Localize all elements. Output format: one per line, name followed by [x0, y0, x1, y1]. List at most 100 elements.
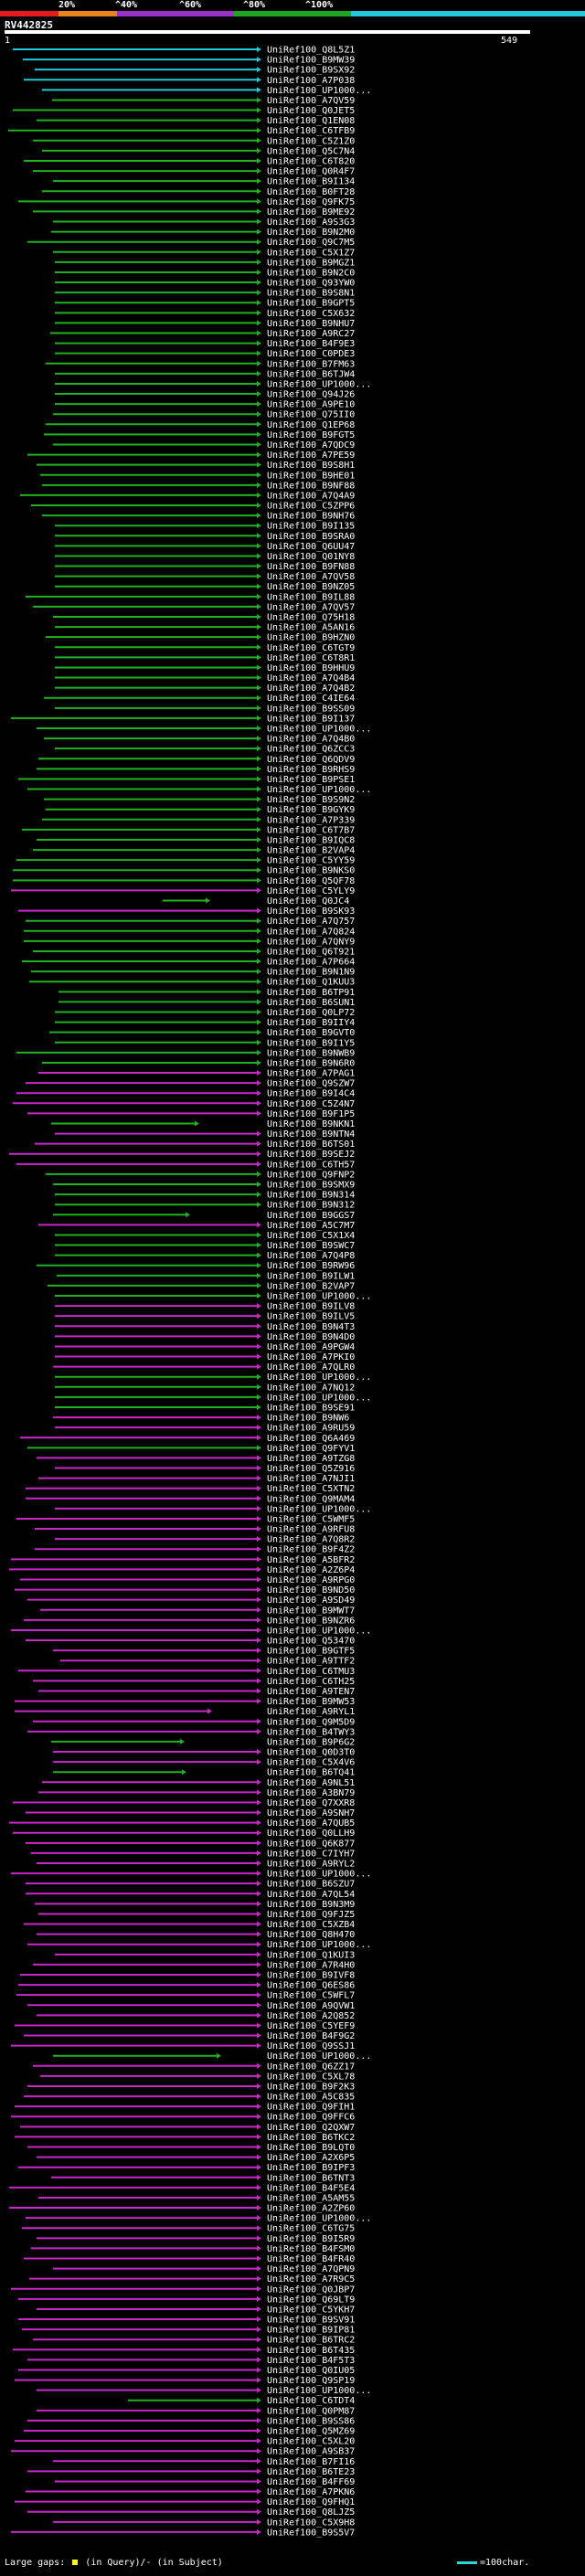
hit-row[interactable]: UniRef100_UP1000...	[11, 1870, 371, 1880]
hit-row[interactable]: UniRef100_B9S8N1	[55, 289, 355, 299]
hit-row[interactable]: UniRef100_B9HHU9	[55, 663, 355, 673]
hit-row[interactable]: UniRef100_B9N1N9	[31, 968, 355, 978]
hit-row[interactable]: UniRef100_B9N6R0	[42, 1058, 355, 1068]
hit-row[interactable]: UniRef100_Q0IU05	[18, 2366, 355, 2376]
hit-row[interactable]: UniRef100_Q9FFC6	[11, 2113, 355, 2123]
hit-row[interactable]: UniRef100_Q0JET5	[13, 106, 355, 116]
hit-row[interactable]: UniRef100_A7PAG1	[38, 1069, 355, 1079]
hit-row[interactable]: UniRef100_B9I1Y5	[55, 1038, 355, 1048]
hit-row[interactable]: UniRef100_B9NHU7	[55, 319, 355, 329]
hit-row[interactable]: UniRef100_Q0JBP7	[11, 2284, 355, 2295]
hit-row[interactable]: UniRef100_B6TP91	[58, 988, 355, 998]
hit-row[interactable]: UniRef100_Q2QXW7	[20, 2123, 355, 2133]
hit-row[interactable]: UniRef100_B9I4C4	[16, 1089, 355, 1099]
hit-row[interactable]: UniRef100_B9FGT5	[44, 430, 355, 440]
hit-row[interactable]: UniRef100_B9ND50	[15, 1585, 355, 1595]
hit-row[interactable]: UniRef100_B9IL88	[26, 592, 355, 602]
hit-row[interactable]: UniRef100_A5BFR2	[11, 1555, 355, 1565]
hit-row[interactable]: UniRef100_B9ILW1	[57, 1271, 355, 1281]
hit-row[interactable]: UniRef100_B9LQT0	[27, 2143, 355, 2153]
hit-row[interactable]: UniRef100_UP1000...	[55, 1393, 371, 1403]
hit-row[interactable]: UniRef100_UP1000...	[42, 86, 371, 96]
hit-row[interactable]: UniRef100_A7QV57	[33, 602, 355, 612]
hit-row[interactable]: UniRef100_A7Q757	[26, 917, 355, 927]
hit-row[interactable]: UniRef100_A7Q4P8	[55, 1251, 355, 1261]
hit-row[interactable]: UniRef100_B9SRA0	[55, 532, 355, 542]
hit-row[interactable]: UniRef100_B9NZR6	[24, 1616, 355, 1626]
hit-row[interactable]: UniRef100_B9HE01	[40, 471, 355, 481]
hit-row[interactable]: UniRef100_C5ZPP6	[31, 502, 355, 512]
hit-row[interactable]: UniRef100_B4F9G2	[24, 2031, 355, 2041]
hit-row[interactable]: UniRef100_B9I5R9	[37, 2234, 355, 2244]
hit-row[interactable]: UniRef100_Q6ES86	[18, 1981, 355, 1991]
hit-row[interactable]: UniRef100_A7Q4B2	[55, 684, 355, 694]
hit-row[interactable]: UniRef100_A9RU59	[55, 1424, 355, 1434]
hit-row[interactable]: UniRef100_A9TTF2	[60, 1657, 355, 1667]
hit-row[interactable]: UniRef100_Q9FJZ5	[38, 1910, 355, 1920]
hit-row[interactable]: UniRef100_B9NKN1	[51, 1119, 355, 1129]
hit-row[interactable]: UniRef100_C5X4V6	[53, 1758, 355, 1768]
hit-row[interactable]: UniRef100_B9IVF8	[20, 1970, 355, 1980]
hit-row[interactable]: UniRef100_UP1000...	[26, 2214, 371, 2224]
hit-row[interactable]: UniRef100_UP1000...	[37, 724, 371, 734]
hit-row[interactable]: UniRef100_B9N314	[55, 1191, 355, 1201]
hit-row[interactable]: UniRef100_A7NQ12	[55, 1383, 355, 1393]
hit-row[interactable]: UniRef100_B7FM63	[46, 359, 355, 369]
hit-row[interactable]: UniRef100_UP1000...	[27, 785, 371, 795]
hit-row[interactable]: UniRef100_A2Z6P4	[9, 1565, 355, 1575]
hit-row[interactable]: UniRef100_B9IPF3	[18, 2163, 355, 2173]
hit-row[interactable]: UniRef100_B4FSM0	[31, 2244, 355, 2254]
hit-row[interactable]: UniRef100_C5WFL7	[16, 1991, 355, 2001]
hit-row[interactable]: UniRef100_A7QV59	[52, 96, 355, 106]
hit-row[interactable]: UniRef100_Q8L5Z1	[13, 46, 355, 56]
hit-row[interactable]: UniRef100_A2Q852	[37, 2011, 355, 2021]
hit-row[interactable]: UniRef100_B9GGS7	[53, 1211, 355, 1221]
hit-row[interactable]: UniRef100_UP1000...	[55, 1504, 371, 1514]
hit-row[interactable]: UniRef100_A9RPG0	[20, 1575, 355, 1585]
hit-row[interactable]: UniRef100_A9RYL1	[15, 1707, 355, 1717]
hit-row[interactable]: UniRef100_UP1000...	[55, 1292, 371, 1302]
hit-row[interactable]: UniRef100_UP1000...	[11, 1626, 371, 1636]
hit-row[interactable]: UniRef100_A7QV58	[55, 572, 355, 582]
hit-row[interactable]: UniRef100_B4TWY3	[27, 1727, 355, 1737]
hit-row[interactable]: UniRef100_Q6A469	[20, 1434, 355, 1444]
hit-row[interactable]: UniRef100_B9IQC8	[37, 835, 355, 845]
hit-row[interactable]: UniRef100_B9NW6	[53, 1414, 349, 1424]
hit-row[interactable]: UniRef100_Q9SSJ1	[11, 2041, 355, 2051]
hit-row[interactable]: UniRef100_A7QUB5	[9, 1818, 355, 1829]
hit-row[interactable]: UniRef100_A5C835	[24, 2093, 355, 2103]
hit-row[interactable]: UniRef100_B9IP81	[22, 2326, 355, 2336]
hit-row[interactable]: UniRef100_A7P038	[24, 76, 355, 86]
hit-row[interactable]: UniRef100_Q6UU47	[55, 542, 355, 552]
hit-row[interactable]: UniRef100_B9ILV8	[55, 1302, 355, 1312]
hit-row[interactable]: UniRef100_C6T7B7	[22, 825, 355, 835]
hit-row[interactable]: UniRef100_B9SMX9	[53, 1181, 355, 1191]
hit-row[interactable]: UniRef100_Q9SZW7	[26, 1079, 355, 1089]
hit-row[interactable]: UniRef100_B9GTF5	[53, 1647, 355, 1657]
hit-row[interactable]: UniRef100_UP1000...	[55, 379, 371, 389]
hit-row[interactable]: UniRef100_B9GVT0	[49, 1028, 355, 1038]
hit-row[interactable]: UniRef100_B6SUN1	[58, 998, 355, 1008]
hit-row[interactable]: UniRef100_B9SE91	[55, 1403, 355, 1413]
hit-row[interactable]: UniRef100_Q75H18	[53, 613, 355, 623]
hit-row[interactable]: UniRef100_A7Q4A9	[20, 491, 355, 501]
hit-row[interactable]: UniRef100_B9NZ05	[55, 582, 355, 592]
hit-row[interactable]: UniRef100_A2ZP60	[9, 2204, 355, 2214]
hit-row[interactable]: UniRef100_Q53470	[26, 1637, 355, 1647]
hit-row[interactable]: UniRef100_Q1KUU3	[29, 978, 355, 988]
hit-row[interactable]: UniRef100_A9RFU8	[35, 1525, 355, 1535]
hit-row[interactable]: UniRef100_B9SX92	[35, 66, 355, 76]
hit-row[interactable]: UniRef100_Q9FNP2	[46, 1170, 355, 1180]
hit-row[interactable]: UniRef100_C5Z1Z0	[33, 136, 355, 146]
hit-row[interactable]: UniRef100_C6TH57	[16, 1160, 355, 1170]
hit-row[interactable]: UniRef100_A9TEN7	[38, 1687, 355, 1697]
hit-row[interactable]: UniRef100_C5YY59	[16, 856, 355, 866]
hit-row[interactable]: UniRef100_Q69LT9	[18, 2295, 355, 2305]
hit-row[interactable]: UniRef100_C5X1X4	[55, 1231, 355, 1241]
hit-row[interactable]: UniRef100_A5C7M7	[38, 1221, 355, 1231]
hit-row[interactable]: UniRef100_A9RYL2	[37, 1860, 355, 1870]
hit-row[interactable]: UniRef100_B4FR40	[24, 2254, 355, 2264]
hit-row[interactable]: UniRef100_C5XL20	[15, 2437, 355, 2447]
hit-row[interactable]: UniRef100_B9MGZ1	[55, 258, 355, 268]
hit-row[interactable]: UniRef100_B9SK93	[18, 906, 355, 917]
